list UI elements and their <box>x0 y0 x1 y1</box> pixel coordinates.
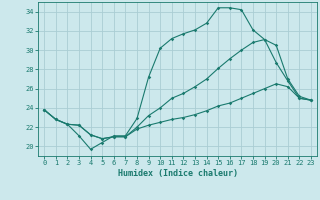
X-axis label: Humidex (Indice chaleur): Humidex (Indice chaleur) <box>118 169 238 178</box>
